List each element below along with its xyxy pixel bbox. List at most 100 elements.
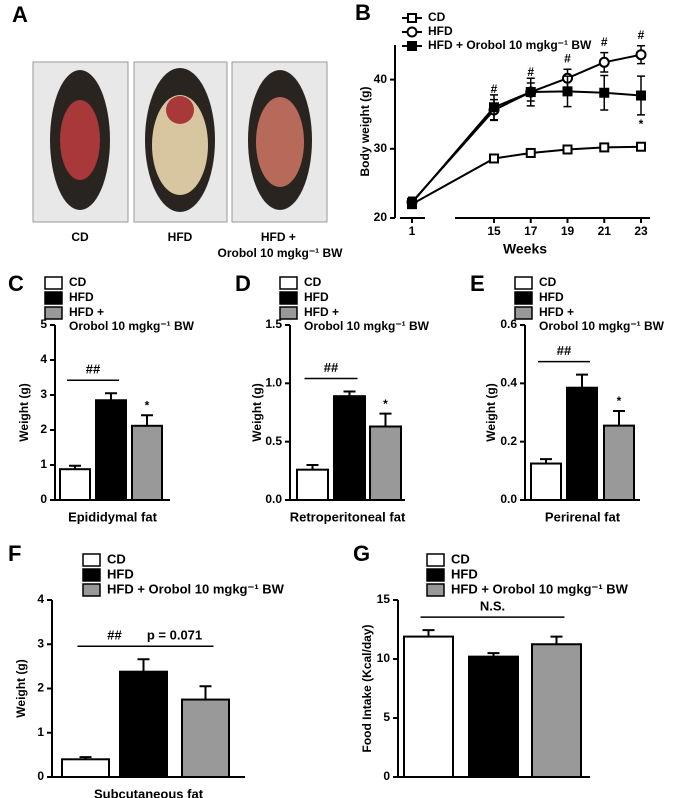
legend-label: HFD + Orobol 10 mgkg⁻¹ BW bbox=[428, 38, 592, 52]
error-bar bbox=[422, 629, 435, 637]
y-tick-label: 0 bbox=[40, 492, 47, 506]
annotation: # bbox=[638, 28, 645, 42]
legend-swatch bbox=[426, 568, 445, 582]
legend-label: CD bbox=[451, 551, 470, 566]
y-tick-label: 20 bbox=[374, 210, 388, 224]
bar bbox=[119, 670, 168, 778]
legend-label: HFD bbox=[107, 566, 134, 581]
panel-label: F bbox=[8, 541, 21, 566]
x-tick-label: 1 bbox=[409, 224, 416, 238]
legend-label: HFD bbox=[69, 290, 94, 304]
legend-label: HFD + Orobol 10 mgkg⁻¹ BW bbox=[107, 581, 285, 596]
bar bbox=[296, 468, 329, 501]
error-bar bbox=[141, 414, 153, 426]
y-axis-label: Food Intake (Kcal/day) bbox=[360, 624, 374, 752]
y-axis-label: Body weight (g) bbox=[358, 87, 372, 177]
bar bbox=[95, 399, 127, 501]
x-axis-label: Subcutaneous fat bbox=[94, 786, 204, 798]
y-tick-label: 1 bbox=[40, 457, 47, 471]
y-tick-label: 0.5 bbox=[265, 434, 282, 448]
bar bbox=[61, 758, 110, 778]
error-bar bbox=[613, 410, 625, 426]
annotation: ## bbox=[107, 628, 122, 643]
legend-label: HFD bbox=[539, 290, 564, 304]
legend-swatch bbox=[44, 306, 63, 320]
legend-swatch bbox=[44, 291, 63, 305]
y-axis-label: Weight (g) bbox=[484, 383, 498, 441]
legend-swatch bbox=[279, 306, 298, 320]
legend-marker bbox=[407, 13, 417, 23]
bar bbox=[530, 462, 562, 501]
point bbox=[525, 147, 536, 158]
y-tick-label: 4 bbox=[40, 352, 47, 366]
y-tick-label: 0.2 bbox=[500, 434, 517, 448]
legend-swatch bbox=[82, 583, 101, 597]
x-axis-label: Weeks bbox=[503, 241, 547, 257]
bar bbox=[403, 635, 454, 779]
legend-label: CD bbox=[107, 551, 126, 566]
annotation: * bbox=[617, 394, 622, 408]
point bbox=[562, 86, 573, 97]
legend-marker bbox=[406, 26, 418, 38]
point bbox=[407, 197, 417, 208]
error-bar bbox=[379, 412, 392, 427]
bar bbox=[531, 643, 582, 778]
x-tick-label: 21 bbox=[598, 224, 612, 238]
annotation: * bbox=[383, 397, 388, 411]
y-tick-label: 40 bbox=[374, 72, 388, 86]
annotation: # bbox=[564, 51, 571, 65]
x-tick-label: 17 bbox=[524, 224, 538, 238]
bar bbox=[59, 468, 91, 502]
series-line bbox=[411, 145, 642, 206]
legend-swatch bbox=[426, 583, 445, 597]
error-bar bbox=[137, 658, 150, 672]
point bbox=[562, 144, 573, 155]
legend-swatch bbox=[44, 276, 63, 290]
panel-label: A bbox=[12, 2, 28, 27]
point bbox=[599, 87, 610, 98]
point bbox=[599, 142, 610, 153]
y-axis-label: Weight (g) bbox=[250, 383, 264, 441]
point bbox=[636, 141, 646, 152]
y-tick-label: 10 bbox=[377, 651, 391, 665]
x-tick-label: 15 bbox=[487, 224, 501, 238]
legend-label: HFD bbox=[428, 24, 453, 38]
annotation: * bbox=[145, 398, 150, 412]
y-tick-label: 0 bbox=[37, 769, 44, 783]
x-tick-label: 23 bbox=[634, 224, 648, 238]
point bbox=[525, 87, 536, 98]
legend-label: HFD bbox=[304, 290, 329, 304]
legend-swatch bbox=[82, 553, 101, 567]
bar bbox=[131, 424, 163, 501]
y-axis-label: Weight (g) bbox=[14, 659, 28, 717]
point bbox=[636, 90, 646, 101]
error-bar bbox=[199, 685, 212, 700]
y-tick-label: 2 bbox=[40, 422, 47, 436]
x-axis-label: Perirenal fat bbox=[545, 509, 621, 524]
legend-label: HFD + Orobol 10 mgkg⁻¹ BW bbox=[451, 581, 629, 596]
legend-label: HFD bbox=[451, 566, 478, 581]
y-tick-label: 15 bbox=[377, 592, 391, 606]
x-tick-label: 19 bbox=[561, 224, 575, 238]
legend-label: CD bbox=[69, 275, 87, 289]
y-tick-label: 1 bbox=[37, 725, 44, 739]
photo-caption: CD bbox=[71, 230, 89, 244]
legend-label: CD bbox=[539, 275, 557, 289]
annotation: N.S. bbox=[480, 599, 505, 614]
panel-label: C bbox=[8, 271, 24, 296]
bar bbox=[566, 386, 598, 502]
y-tick-label: 0.0 bbox=[265, 492, 282, 506]
panel-label: B bbox=[355, 0, 371, 25]
y-tick-label: 0 bbox=[383, 769, 390, 783]
series-line bbox=[411, 53, 642, 203]
error-bar bbox=[105, 392, 117, 401]
legend-label: CD bbox=[304, 275, 322, 289]
legend-swatch bbox=[426, 553, 445, 567]
y-tick-label: 1.0 bbox=[265, 376, 282, 390]
point bbox=[489, 102, 499, 113]
y-tick-label: 5 bbox=[40, 317, 47, 331]
legend-swatch bbox=[82, 568, 101, 582]
legend-label: HFD + Orobol 10 mgkg⁻¹ BW bbox=[304, 305, 430, 333]
legend-label: CD bbox=[428, 10, 446, 24]
annotation: # bbox=[491, 82, 498, 96]
